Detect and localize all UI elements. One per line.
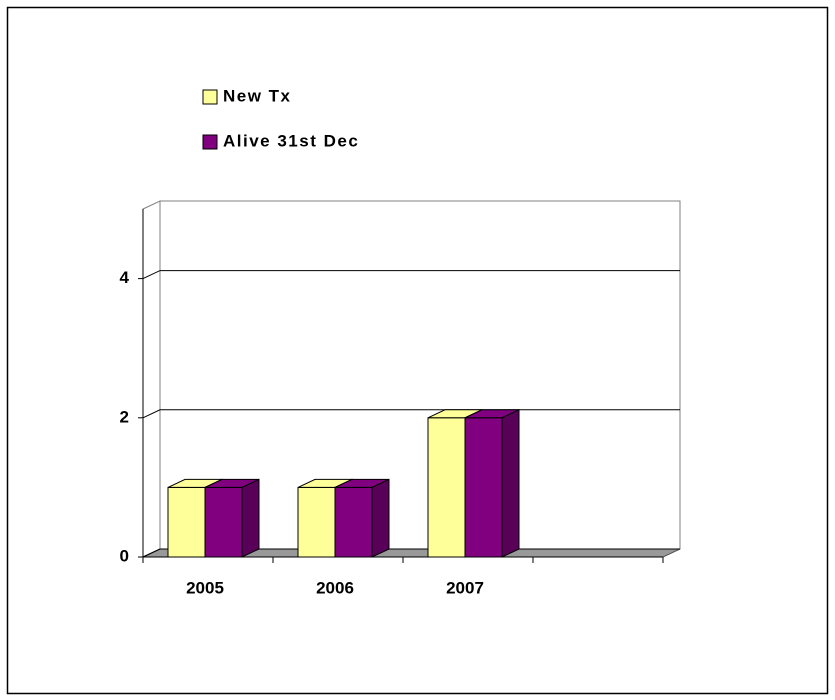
bar (334, 478, 390, 558)
legend-swatch (202, 134, 218, 150)
x-tick-label: 2006 (316, 578, 354, 597)
bar-front (427, 417, 466, 558)
grid-line (142, 270, 680, 280)
bar-front (167, 486, 206, 558)
bar-side-shade (372, 479, 389, 557)
bar-side (501, 409, 520, 558)
side-wall (142, 200, 161, 558)
y-tick-label: 0 (120, 546, 129, 565)
y-tick-label: 4 (120, 268, 130, 287)
legend-label: New Tx (223, 86, 292, 105)
x-tick-label: 2007 (446, 578, 484, 597)
bar (464, 409, 520, 558)
y-tick-label: 2 (120, 407, 129, 426)
bar-front (464, 417, 503, 558)
bar-side (371, 478, 390, 558)
bar (204, 478, 260, 558)
bar-side (241, 478, 260, 558)
bar-side-shade (242, 479, 259, 557)
bar-side-shade (502, 409, 519, 557)
bar-front (297, 486, 336, 558)
legend-label: Alive 31st Dec (223, 131, 359, 150)
bar-front (334, 486, 373, 558)
legend-swatch (202, 89, 218, 105)
x-tick-label: 2005 (186, 578, 224, 597)
bar-front (204, 486, 243, 558)
